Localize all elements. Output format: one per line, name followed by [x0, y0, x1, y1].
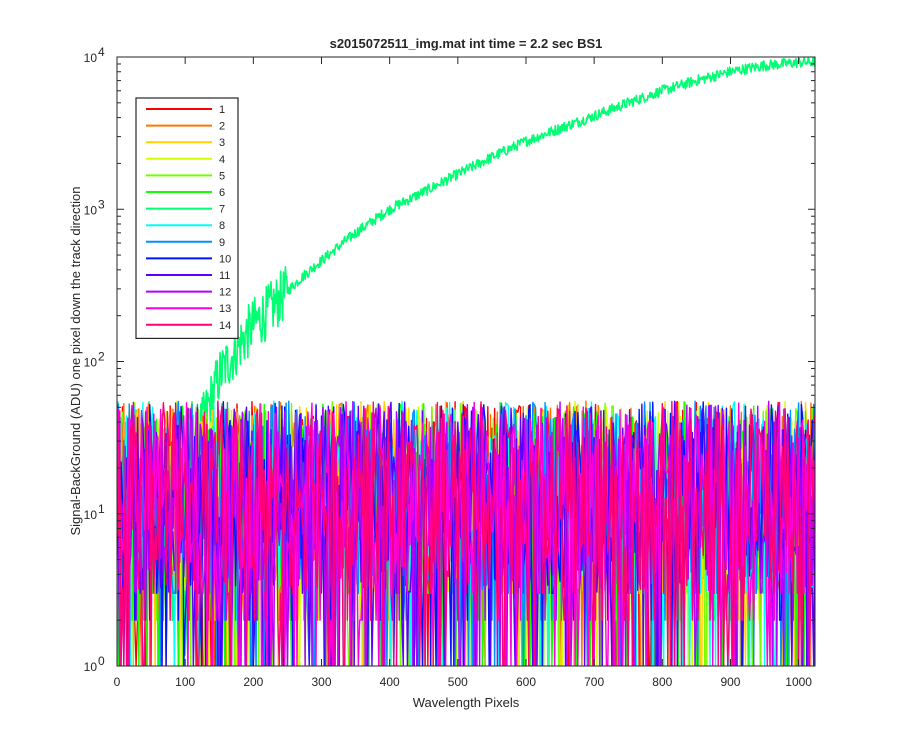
legend-label-6: 6	[219, 187, 225, 199]
y-tick-exponent: 3	[98, 197, 105, 211]
x-tick-label: 100	[175, 675, 195, 689]
y-tick-exponent: 4	[98, 45, 105, 59]
legend-label-7: 7	[219, 204, 225, 216]
x-tick-label: 500	[448, 675, 468, 689]
y-tick-label: 10	[84, 508, 98, 522]
y-tick-exponent: 2	[98, 350, 105, 364]
x-axis-label: Wavelength Pixels	[413, 695, 520, 710]
series-14-line	[117, 400, 815, 666]
legend-label-4: 4	[219, 154, 225, 166]
x-tick-label: 900	[720, 675, 740, 689]
legend-label-5: 5	[219, 170, 225, 182]
x-tick-label: 200	[243, 675, 263, 689]
y-tick-label: 10	[84, 356, 98, 370]
series-layer	[117, 57, 815, 666]
x-tick-label: 400	[380, 675, 400, 689]
legend-label-1: 1	[219, 104, 225, 116]
x-tick-label: 800	[652, 675, 672, 689]
legend-label-12: 12	[219, 287, 231, 299]
legend-label-3: 3	[219, 137, 225, 149]
x-tick-label: 1000	[785, 675, 812, 689]
x-tick-label: 0	[114, 675, 121, 689]
series-7-line	[117, 57, 815, 666]
y-tick-label: 10	[84, 51, 98, 65]
x-tick-label: 600	[516, 675, 536, 689]
legend-label-11: 11	[219, 270, 230, 282]
legend-label-14: 14	[219, 320, 231, 332]
legend-label-10: 10	[219, 253, 231, 265]
y-tick-label: 10	[84, 203, 98, 217]
legend-label-8: 8	[219, 220, 225, 232]
y-tick-exponent: 1	[98, 502, 105, 516]
legend-label-9: 9	[219, 237, 225, 249]
x-axis: 0 100 200 300 400 500 600 700 800 900 1000	[114, 57, 812, 689]
y-axis-label: Signal-BackGround (ADU) one pixel down t…	[68, 186, 83, 535]
legend-box	[135, 97, 239, 339]
y-tick-exponent: 0	[98, 654, 105, 668]
x-tick-label: 700	[584, 675, 604, 689]
legend-label-2: 2	[219, 121, 225, 133]
x-tick-label: 300	[311, 675, 331, 689]
chart-title: s2015072511_img.mat int time = 2.2 sec B…	[330, 36, 603, 51]
y-tick-label: 10	[84, 660, 98, 674]
legend-label-13: 13	[219, 303, 231, 315]
